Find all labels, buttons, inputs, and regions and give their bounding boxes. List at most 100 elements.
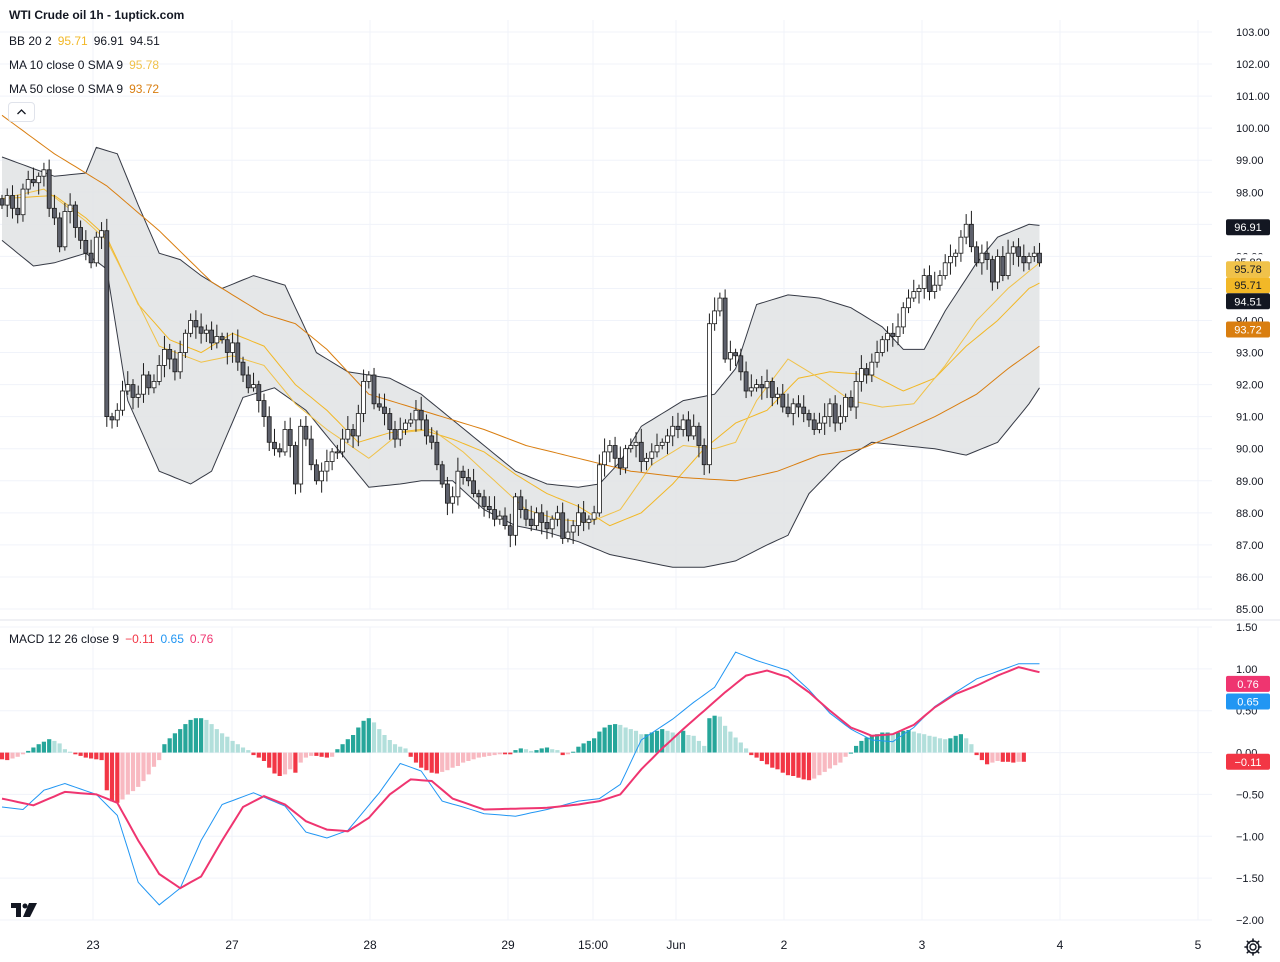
candle-body bbox=[969, 223, 974, 248]
macd-histogram-bar bbox=[335, 749, 340, 753]
candle-body bbox=[990, 259, 995, 283]
settings-gear[interactable] bbox=[1243, 937, 1263, 962]
candle-body bbox=[83, 239, 89, 254]
candle-body bbox=[0, 198, 5, 206]
macd-histogram-bar bbox=[560, 752, 565, 756]
candle-body bbox=[565, 531, 571, 539]
candle-body bbox=[602, 451, 607, 466]
macd-histogram-bar bbox=[319, 752, 324, 757]
macd-value-label-box bbox=[1226, 693, 1270, 710]
chart-title: WTI Crude oil 1h - 1uptick.com bbox=[9, 8, 185, 22]
macd-histogram-bar bbox=[0, 752, 5, 760]
candle-body bbox=[455, 470, 461, 498]
macd-histogram-bar bbox=[1011, 752, 1016, 763]
macd-histogram-bar bbox=[654, 730, 660, 753]
candle-body bbox=[748, 387, 754, 392]
candle-body bbox=[937, 275, 943, 286]
macd-histogram-bar bbox=[964, 738, 969, 753]
macd-histogram-bar bbox=[162, 744, 167, 753]
macd-histogram-bar bbox=[151, 752, 157, 767]
time-axis-label: 5 bbox=[1195, 938, 1202, 952]
macd-histogram-bar bbox=[309, 752, 314, 756]
candle-body bbox=[36, 175, 42, 184]
price-axis-tick: 89.00 bbox=[1236, 476, 1264, 488]
time-axis-label: 29 bbox=[501, 938, 515, 952]
macd-histogram-bar bbox=[57, 743, 62, 753]
macd-histogram-bar bbox=[717, 716, 722, 753]
candle-body bbox=[20, 188, 26, 216]
price-axis-tick: 93.00 bbox=[1236, 348, 1264, 360]
macd-histogram-bar bbox=[288, 752, 293, 770]
bb-lower-value: 94.51 bbox=[129, 34, 160, 48]
candle-body bbox=[591, 512, 597, 520]
macd-histogram-bar bbox=[324, 752, 329, 758]
macd-histogram-bar bbox=[193, 718, 198, 753]
candle-body bbox=[502, 515, 508, 527]
macd-axis-tick: 1.00 bbox=[1236, 664, 1257, 676]
macd-histogram-bar bbox=[183, 724, 188, 753]
candle-body bbox=[251, 384, 256, 389]
macd-histogram-bar bbox=[445, 752, 450, 771]
bb-upper-value: 96.91 bbox=[93, 34, 124, 48]
macd-histogram-bar bbox=[529, 750, 534, 753]
candle-body bbox=[392, 429, 398, 440]
candle-body bbox=[46, 169, 52, 209]
macd-value-label: −0.11 bbox=[1234, 757, 1261, 769]
candle-body bbox=[292, 445, 298, 485]
macd-histogram-bar bbox=[314, 752, 319, 756]
candle-body bbox=[476, 493, 482, 498]
tradingview-logo[interactable] bbox=[10, 900, 38, 925]
candle-body bbox=[334, 451, 340, 454]
macd-histogram-bar bbox=[398, 746, 403, 753]
macd-histogram-bar bbox=[649, 732, 654, 753]
macd-histogram-bar bbox=[382, 735, 387, 753]
macd-histogram-bar bbox=[901, 730, 906, 753]
candle-body bbox=[188, 320, 194, 334]
candle-body bbox=[4, 195, 10, 206]
candle-body bbox=[345, 429, 351, 440]
macd-histogram-bar bbox=[15, 752, 20, 757]
candle-body bbox=[869, 361, 875, 376]
macd-histogram-bar bbox=[875, 734, 880, 753]
macd-histogram-bar bbox=[256, 752, 261, 758]
price-axis-tick: 85.00 bbox=[1236, 604, 1264, 616]
macd-histogram-bar bbox=[10, 752, 15, 759]
candle-body bbox=[324, 461, 330, 472]
ma50-legend-label: MA 50 close 0 SMA 9 bbox=[9, 82, 124, 96]
macd-histogram-bar bbox=[827, 752, 832, 769]
macd-histogram-bar bbox=[251, 752, 256, 756]
collapse-legend-button[interactable] bbox=[8, 102, 35, 122]
macd-histogram-bar bbox=[267, 752, 272, 768]
macd-axis-tick: −2.00 bbox=[1236, 915, 1264, 927]
ma50-legend[interactable]: MA 50 close 0 SMA 9 93.72 bbox=[9, 82, 159, 96]
candle-body bbox=[471, 480, 477, 494]
macd-histogram-bar bbox=[744, 748, 749, 753]
candle-body bbox=[25, 179, 31, 190]
time-axis-label: 23 bbox=[86, 938, 100, 952]
macd-histogram-bar bbox=[571, 751, 576, 753]
macd-histogram-bar bbox=[47, 739, 52, 753]
candle-body bbox=[198, 326, 204, 334]
macd-histogram-bar bbox=[764, 752, 770, 765]
macd-legend[interactable]: MACD 12 26 close 9 −0.11 0.65 0.76 bbox=[9, 632, 213, 646]
candle-body bbox=[885, 332, 890, 341]
macd-histogram-bar bbox=[843, 752, 848, 757]
candle-body bbox=[408, 419, 414, 424]
macd-histogram-bar bbox=[361, 720, 366, 753]
candle-body bbox=[376, 403, 382, 408]
bb-fill bbox=[2, 147, 1040, 568]
bb-legend[interactable]: BB 20 2 95.71 96.91 94.51 bbox=[9, 34, 160, 48]
ma10-legend[interactable]: MA 10 close 0 SMA 9 95.78 bbox=[9, 58, 159, 72]
candle-body bbox=[182, 332, 188, 353]
price-label-box bbox=[1226, 277, 1270, 294]
candle-body bbox=[649, 451, 655, 459]
time-axis-label: 15:00 bbox=[578, 938, 608, 952]
candle-body bbox=[492, 509, 498, 520]
macd-histogram-bar bbox=[880, 732, 885, 753]
candle-body bbox=[1031, 252, 1037, 257]
macd-histogram-bar bbox=[576, 746, 581, 753]
time-axis-label: 28 bbox=[363, 938, 377, 952]
macd-histogram-bar bbox=[702, 745, 707, 753]
candle-body bbox=[612, 445, 618, 459]
